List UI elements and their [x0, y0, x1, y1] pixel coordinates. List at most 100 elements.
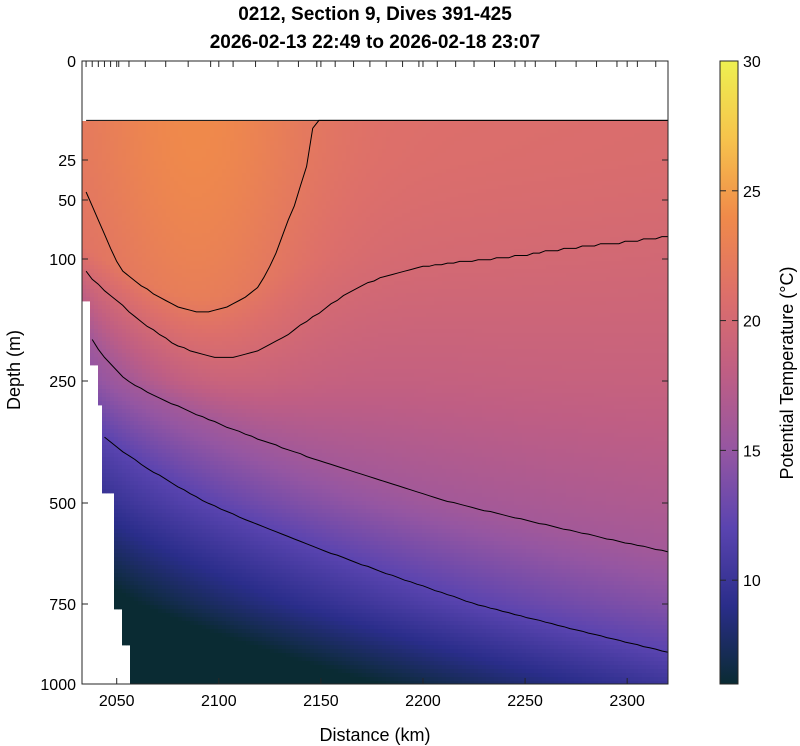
field-cell	[214, 361, 219, 366]
field-cell	[178, 597, 183, 602]
field-cell	[114, 305, 119, 310]
field-cell	[154, 121, 159, 126]
field-cell	[222, 193, 227, 198]
field-cell	[130, 517, 135, 522]
field-cell	[210, 421, 215, 426]
field-cell	[146, 353, 151, 358]
field-cell	[190, 161, 195, 166]
field-cell	[98, 169, 103, 174]
field-cell	[182, 481, 187, 486]
field-cell	[210, 349, 215, 354]
field-cell	[126, 293, 131, 298]
field-cell	[86, 217, 91, 222]
field-cell	[194, 157, 199, 162]
field-cell	[146, 533, 151, 538]
field-cell	[110, 277, 115, 282]
field-cell	[166, 453, 171, 458]
field-cell	[202, 321, 207, 326]
field-cell	[134, 453, 139, 458]
field-cell	[178, 141, 183, 146]
field-cell	[178, 613, 183, 618]
field-cell	[218, 405, 223, 410]
field-cell	[238, 545, 243, 550]
field-cell	[206, 525, 211, 530]
field-cell	[222, 441, 227, 446]
field-cell	[86, 237, 91, 242]
field-cell	[174, 577, 179, 582]
field-cell	[226, 469, 231, 474]
field-cell	[110, 217, 115, 222]
field-cell	[202, 225, 207, 230]
field-cell	[114, 557, 119, 562]
field-cell	[118, 401, 123, 406]
field-cell	[162, 637, 167, 642]
field-cell	[234, 481, 239, 486]
field-cell	[146, 557, 151, 562]
field-cell	[142, 385, 147, 390]
field-cell	[202, 237, 207, 242]
field-cell	[206, 653, 211, 658]
field-cell	[142, 237, 147, 242]
field-cell	[190, 293, 195, 298]
field-cell	[222, 337, 227, 342]
field-cell	[126, 245, 131, 250]
field-cell	[138, 457, 143, 462]
field-cell	[226, 465, 231, 470]
field-cell	[102, 445, 107, 450]
field-cell	[178, 341, 183, 346]
field-cell	[142, 329, 147, 334]
field-cell	[122, 229, 127, 234]
field-cell	[178, 437, 183, 442]
field-cell	[154, 161, 159, 166]
field-cell	[198, 597, 203, 602]
field-cell	[214, 549, 219, 554]
field-cell	[130, 273, 135, 278]
field-cell	[138, 249, 143, 254]
field-cell	[214, 241, 219, 246]
field-cell	[182, 425, 187, 430]
field-cell	[210, 233, 215, 238]
field-cell	[98, 229, 103, 234]
field-cell	[198, 257, 203, 262]
field-cell	[150, 317, 155, 322]
field-cell	[198, 141, 203, 146]
field-cell	[182, 221, 187, 226]
field-cell	[122, 297, 127, 302]
field-cell	[142, 641, 147, 646]
field-cell	[126, 513, 131, 518]
field-cell	[126, 445, 131, 450]
field-cell	[154, 309, 159, 314]
field-cell	[130, 489, 135, 494]
field-cell	[146, 285, 151, 290]
field-cell	[122, 233, 127, 238]
field-cell	[142, 305, 147, 310]
field-cell	[214, 605, 219, 610]
field-cell	[222, 669, 227, 674]
field-cell	[194, 149, 199, 154]
field-cell	[106, 281, 111, 286]
field-cell	[110, 177, 115, 182]
field-cell	[206, 589, 211, 594]
field-cell	[170, 673, 175, 678]
field-cell	[142, 537, 147, 542]
field-cell	[138, 161, 143, 166]
field-cell	[170, 597, 175, 602]
field-cell	[214, 461, 219, 466]
field-cell	[190, 617, 195, 622]
field-cell	[182, 201, 187, 206]
field-cell	[226, 241, 231, 246]
field-cell	[170, 657, 175, 662]
field-cell	[114, 505, 119, 510]
field-cell	[130, 253, 135, 258]
field-cell	[194, 285, 199, 290]
field-cell	[102, 169, 107, 174]
field-cell	[186, 385, 191, 390]
field-cell	[198, 217, 203, 222]
field-cell	[162, 381, 167, 386]
field-cell	[210, 537, 215, 542]
field-cell	[190, 501, 195, 506]
field-cell	[138, 609, 143, 614]
field-cell	[150, 569, 155, 574]
field-cell	[198, 577, 203, 582]
field-cell	[170, 581, 175, 586]
